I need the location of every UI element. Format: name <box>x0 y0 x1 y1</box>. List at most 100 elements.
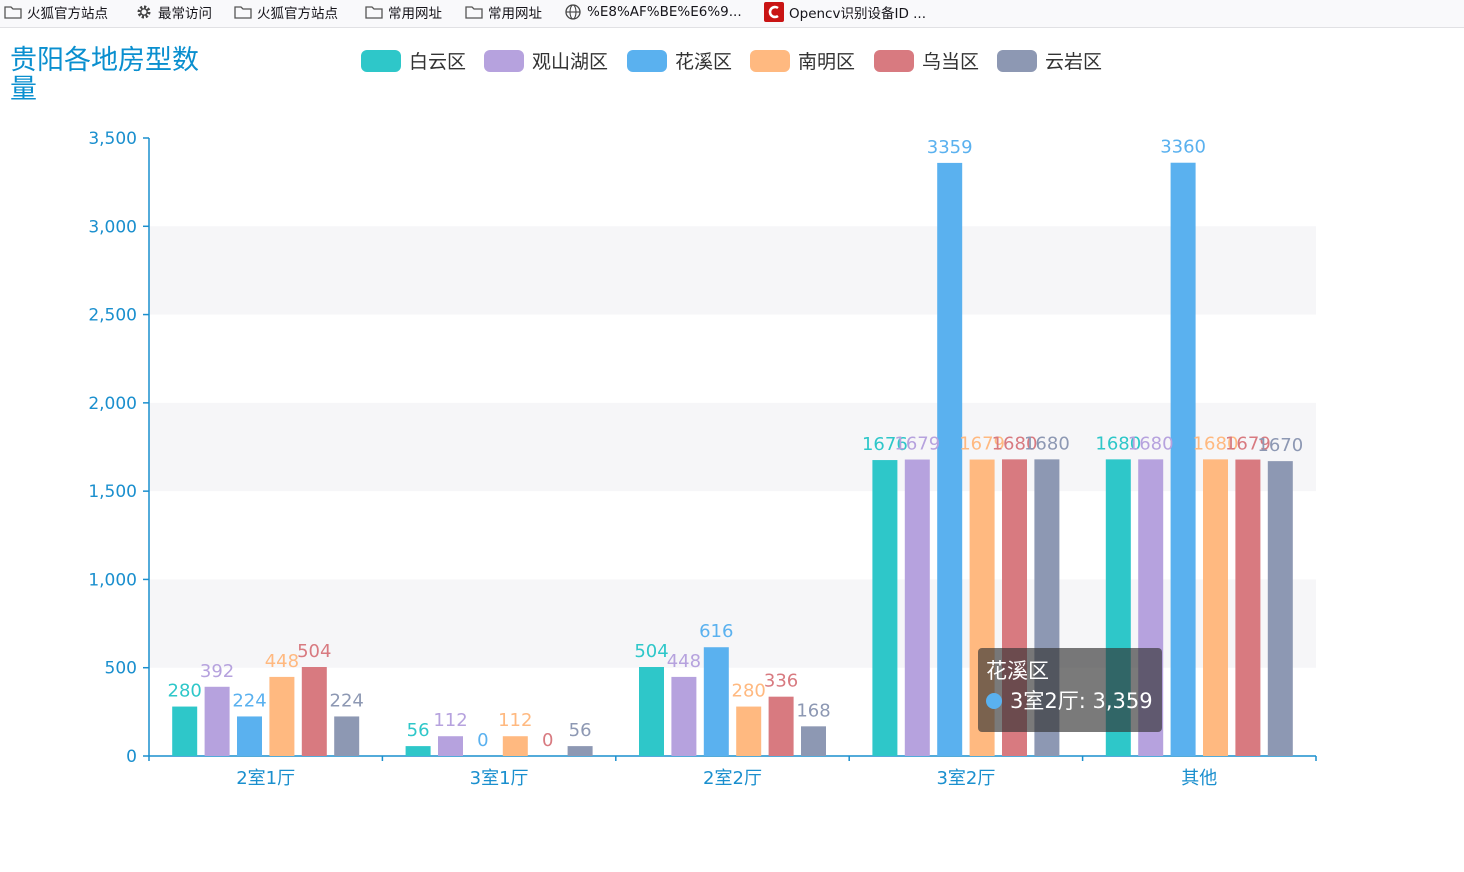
bookmark-item[interactable]: 最常访问 <box>135 0 212 24</box>
data-label: 0 <box>477 730 488 751</box>
csdn-logo-icon <box>764 2 789 22</box>
data-label: 1670 <box>1257 435 1303 456</box>
bar <box>1203 459 1228 756</box>
bar <box>736 706 762 756</box>
bookmark-label: 最常访问 <box>158 6 212 22</box>
bar <box>502 736 528 756</box>
tooltip-value: 3,359 <box>1092 689 1153 713</box>
legend-swatch <box>627 50 667 72</box>
folder-icon <box>4 4 27 20</box>
data-label: 3360 <box>1160 137 1206 158</box>
legend-item[interactable]: 云岩区 <box>997 50 1102 73</box>
data-label: 1679 <box>894 434 940 455</box>
bar <box>937 162 963 756</box>
y-tick-label: 2,000 <box>88 394 137 414</box>
y-tick-label: 0 <box>126 747 137 767</box>
tooltip-series-name: 花溪区 <box>986 659 1049 683</box>
bar <box>671 676 697 756</box>
legend-label: 白云区 <box>409 51 466 73</box>
legend-item[interactable]: 南明区 <box>750 50 855 73</box>
data-label: 3359 <box>927 137 973 158</box>
legend-item[interactable]: 乌当区 <box>874 50 979 73</box>
data-label: 1676 <box>862 434 908 455</box>
bookmark-label: 火狐官方站点 <box>257 6 338 22</box>
data-label: 280 <box>732 681 766 702</box>
bar <box>1170 162 1196 757</box>
x-tick-label: 其他 <box>1181 768 1217 789</box>
legend-swatch <box>750 50 790 72</box>
bar <box>438 736 463 756</box>
data-label: 112 <box>433 710 467 731</box>
split-area-band <box>149 226 1316 315</box>
x-axis: 2室1厅 3室1厅 2室2厅 3室2厅 其他 <box>148 755 1317 789</box>
data-label: 56 <box>407 720 430 741</box>
legend: 白云区 观山湖区 花溪区 南明区 乌当区 云岩区 <box>361 50 1102 73</box>
data-label: 168 <box>796 700 830 721</box>
tooltip-separator: : <box>1078 689 1093 713</box>
legend-label: 观山湖区 <box>532 51 608 73</box>
bar <box>172 706 198 756</box>
bookmark-label: %E8%AF%BE%E6%9... <box>587 4 742 20</box>
data-label: 1680 <box>1128 433 1174 454</box>
bookmark-item[interactable]: 常用网址 <box>365 0 442 24</box>
data-label: 0 <box>542 730 553 751</box>
bookmark-item[interactable]: 火狐官方站点 <box>234 0 338 24</box>
bar <box>703 647 729 756</box>
bookmark-label: 火狐官方站点 <box>27 6 108 22</box>
data-label: 336 <box>764 671 798 692</box>
data-label: 1680 <box>1095 433 1141 454</box>
data-label: 280 <box>168 681 202 702</box>
legend-item[interactable]: 观山湖区 <box>484 50 608 73</box>
bar <box>768 696 794 756</box>
y-tick-label: 1,000 <box>88 570 137 590</box>
data-label: 224 <box>330 690 364 711</box>
x-tick-label: 3室1厅 <box>470 768 529 789</box>
bar <box>204 686 230 756</box>
bookmark-item[interactable]: %E8%AF%BE%E6%9... <box>564 0 742 24</box>
data-label: 1680 <box>1024 433 1070 454</box>
bar <box>237 716 262 756</box>
bookmark-label: 常用网址 <box>388 6 442 22</box>
gear-icon <box>135 3 158 21</box>
y-tick-label: 3,000 <box>88 217 137 237</box>
bar <box>801 726 826 756</box>
legend-item[interactable]: 花溪区 <box>627 50 732 73</box>
data-label: 224 <box>232 690 266 711</box>
data-label: 1680 <box>992 433 1038 454</box>
bar-chart: 白云区 观山湖区 花溪区 南明区 乌当区 云岩区 05001,0001,5002,0002… <box>88 50 1317 789</box>
bookmark-item[interactable]: 火狐官方站点 <box>4 0 108 24</box>
data-label: 1679 <box>1225 434 1271 455</box>
legend-label: 云岩区 <box>1045 51 1102 73</box>
bar <box>405 746 431 756</box>
x-tick-label: 3室2厅 <box>936 768 995 789</box>
chart-title: 贵阳各地房型数量 <box>10 45 199 105</box>
bar <box>269 676 295 756</box>
data-label: 1679 <box>959 434 1005 455</box>
legend-swatch <box>361 50 401 72</box>
chart-tooltip: 花溪区 3室2厅: 3,359 <box>978 648 1162 732</box>
bar <box>301 667 327 756</box>
data-label: 1680 <box>1193 433 1239 454</box>
y-axis: 0 500 1,000 1,500 2,000 2,500 3,000 3,500 <box>88 129 150 767</box>
bookmark-label: 常用网址 <box>488 6 542 22</box>
data-label: 448 <box>667 651 701 672</box>
legend-label: 乌当区 <box>922 51 979 73</box>
legend-swatch <box>484 50 524 72</box>
folder-icon <box>365 4 388 20</box>
data-label: 392 <box>200 661 234 682</box>
y-tick-label: 500 <box>105 659 137 679</box>
y-tick-label: 1,500 <box>88 482 137 502</box>
folder-icon <box>465 4 488 20</box>
legend-item[interactable]: 白云区 <box>361 50 466 73</box>
bar <box>872 460 898 756</box>
bookmarks-toolbar: 火狐官方站点 最常访问 火狐官方站点 常用网址 常用网址 %E8%AF%BE%E6%9..… <box>0 0 1464 28</box>
bar <box>567 746 593 756</box>
bar <box>1235 459 1261 756</box>
bookmark-item[interactable]: Opencv识别设备ID ... <box>764 0 926 24</box>
y-tick-label: 3,500 <box>88 129 137 149</box>
bar <box>904 459 930 756</box>
bar <box>639 667 664 756</box>
bookmark-item[interactable]: 常用网址 <box>465 0 542 24</box>
x-tick-label: 2室1厅 <box>236 768 295 789</box>
